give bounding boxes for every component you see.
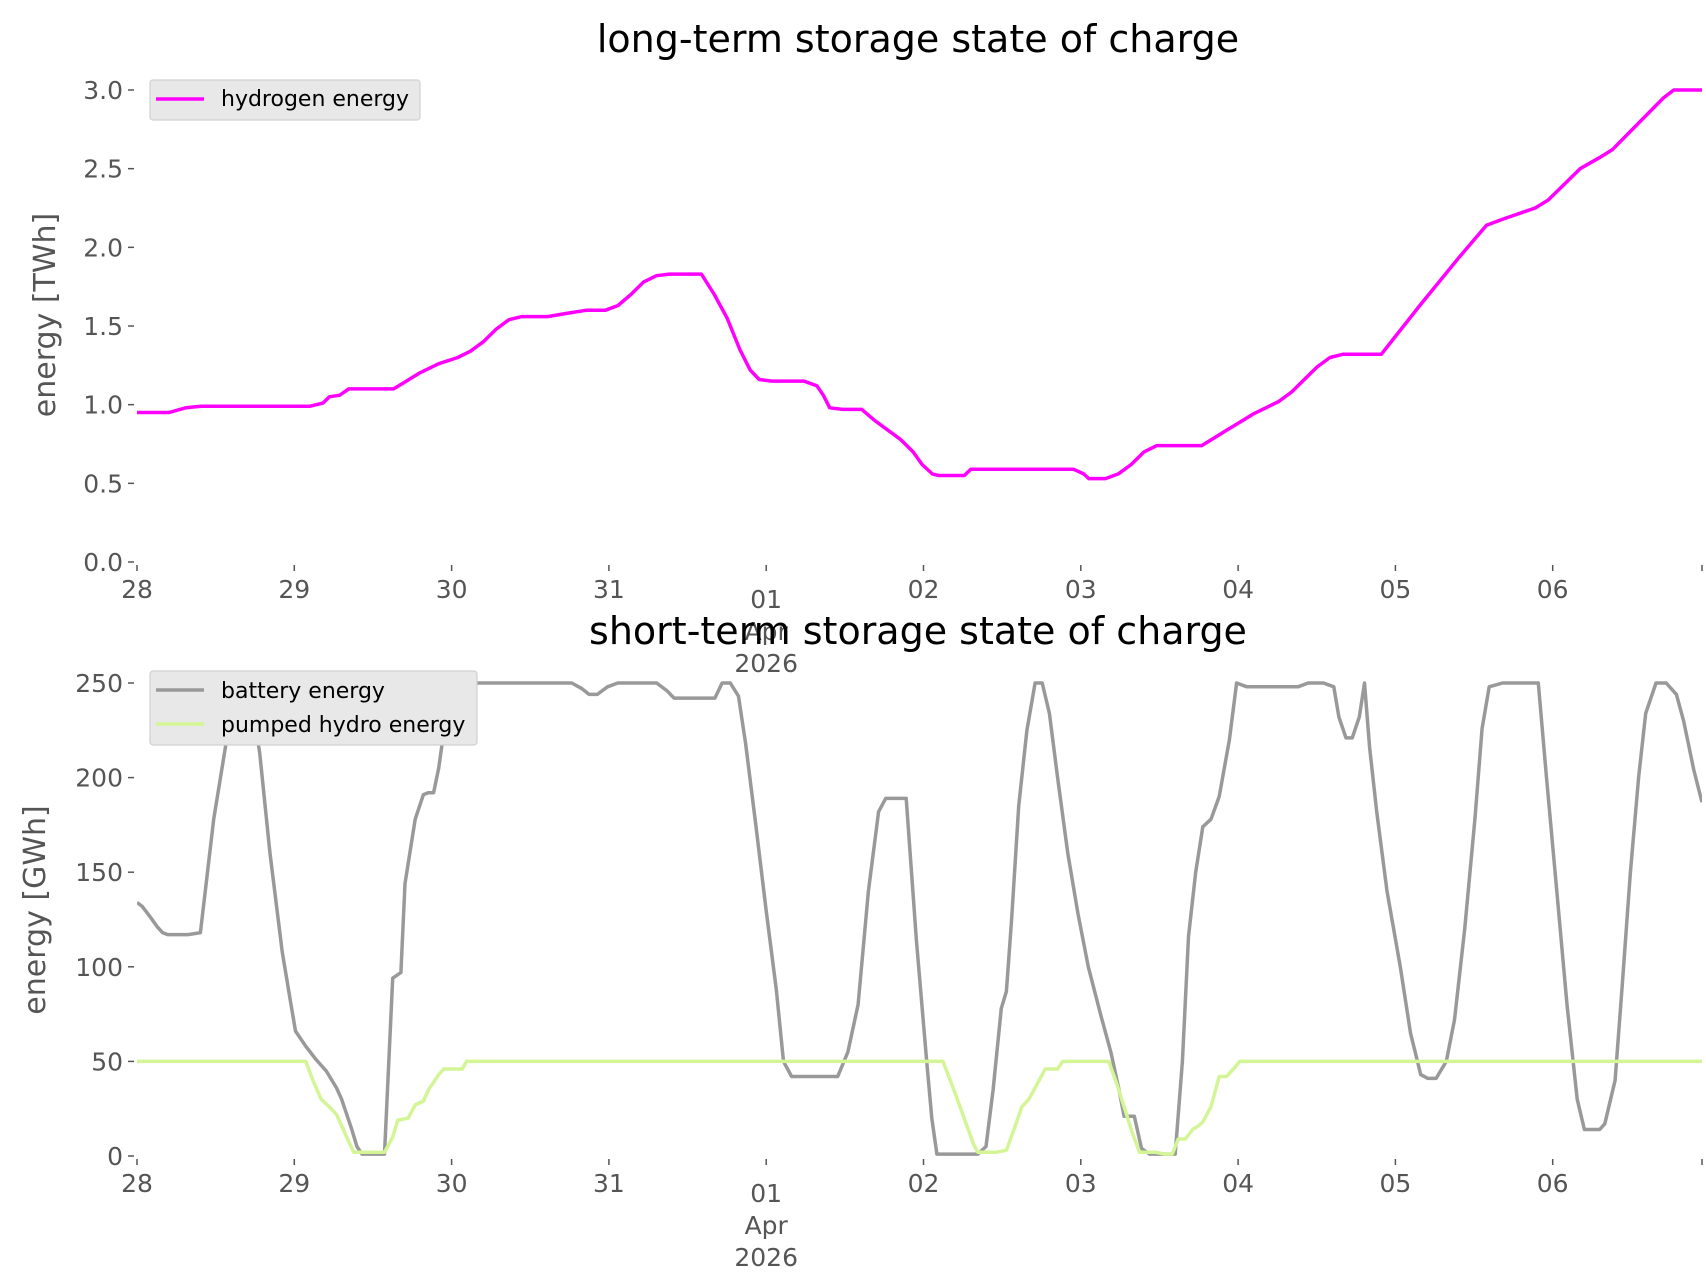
legend-label-battery: battery energy	[221, 679, 385, 704]
long-term-x-tick-label: 05	[1379, 575, 1411, 604]
short-term-x-tick-label: 02	[908, 1169, 940, 1198]
long-term-x-ticks: 28 29 30 31 01 Apr 2026 02 03 04 05 06	[121, 565, 1703, 678]
short-term-chart-title: short-term storage state of charge	[589, 609, 1247, 653]
legend-box	[149, 670, 478, 746]
long-term-y-tick-label: 1.0	[83, 391, 123, 420]
long-term-y-tick-label: 0.0	[83, 548, 123, 577]
short-term-y-tick-label: 250	[75, 669, 123, 698]
long-term-chart-title: long-term storage state of charge	[597, 17, 1239, 61]
short-term-x-tick-label: 31	[593, 1169, 625, 1198]
long-term-series-lines	[137, 88, 1702, 481]
short-term-x-tick-sublabel: Apr	[745, 1211, 789, 1240]
long-term-y-tick-label: 2.5	[83, 155, 123, 184]
long-term-x-tick-label: 30	[436, 575, 468, 604]
long-term-y-tick-label: 1.5	[83, 312, 123, 341]
long-term-x-tick-label: 01	[750, 585, 782, 614]
long-term-x-tick-label: 28	[121, 575, 153, 604]
long-term-y-tick-label: 3.0	[83, 76, 123, 105]
long-term-x-tick-label: 06	[1537, 575, 1569, 604]
legend-box	[149, 79, 421, 121]
long-term-x-tick-label: 03	[1065, 575, 1097, 604]
short-term-series-pumped-hydro-energy	[137, 1059, 1702, 1156]
short-term-series-lines	[137, 681, 1702, 1156]
long-term-x-tick-sublabel: 2026	[734, 649, 798, 678]
long-term-storage-panel: long-term storage state of charge energy…	[28, 17, 1703, 678]
long-term-legend: hydrogen energy	[149, 79, 421, 121]
long-term-x-tick-label: 31	[593, 575, 625, 604]
long-term-x-tick-label: 29	[278, 575, 310, 604]
long-term-x-tick-label: 04	[1222, 575, 1254, 604]
short-term-y-ticks: 0 50 100 150 200 250	[75, 669, 134, 1171]
long-term-y-ticks: 0.0 0.5 1.0 1.5 2.0 2.5 3.0	[83, 76, 134, 577]
short-term-legend: battery energy pumped hydro energy	[149, 670, 478, 746]
short-term-y-tick-label: 50	[91, 1047, 123, 1076]
long-term-series-hydrogen-energy	[137, 88, 1702, 481]
short-term-x-tick-label: 06	[1537, 1169, 1569, 1198]
short-term-x-ticks: 28 29 30 31 01 Apr 2026 02 03 04 05 06	[121, 1159, 1703, 1272]
short-term-x-tick-label: 03	[1065, 1169, 1097, 1198]
short-term-x-tick-label: 29	[278, 1169, 310, 1198]
short-term-x-tick-label: 28	[121, 1169, 153, 1198]
short-term-x-tick-label: 05	[1379, 1169, 1411, 1198]
long-term-y-tick-label: 2.0	[83, 233, 123, 262]
short-term-y-tick-label: 150	[75, 858, 123, 887]
short-term-y-tick-label: 0	[107, 1142, 123, 1171]
short-term-series-battery-energy	[137, 681, 1702, 1156]
short-term-x-tick-label: 04	[1222, 1169, 1254, 1198]
short-term-storage-panel: short-term storage state of charge energ…	[18, 609, 1703, 1272]
short-term-y-axis-label: energy [GWh]	[18, 805, 53, 1014]
long-term-x-tick-label: 02	[908, 575, 940, 604]
short-term-x-tick-label: 30	[436, 1169, 468, 1198]
legend-label-hydrogen: hydrogen energy	[221, 87, 409, 112]
long-term-x-tick-sublabel: Apr	[745, 617, 789, 646]
short-term-y-tick-label: 100	[75, 953, 123, 982]
short-term-x-tick-sublabel: 2026	[734, 1243, 798, 1272]
long-term-y-axis-label: energy [TWh]	[28, 213, 63, 417]
short-term-y-tick-label: 200	[75, 764, 123, 793]
legend-label-pumped-hydro: pumped hydro energy	[221, 713, 465, 738]
long-term-y-tick-label: 0.5	[83, 469, 123, 498]
short-term-x-tick-label: 01	[750, 1179, 782, 1208]
